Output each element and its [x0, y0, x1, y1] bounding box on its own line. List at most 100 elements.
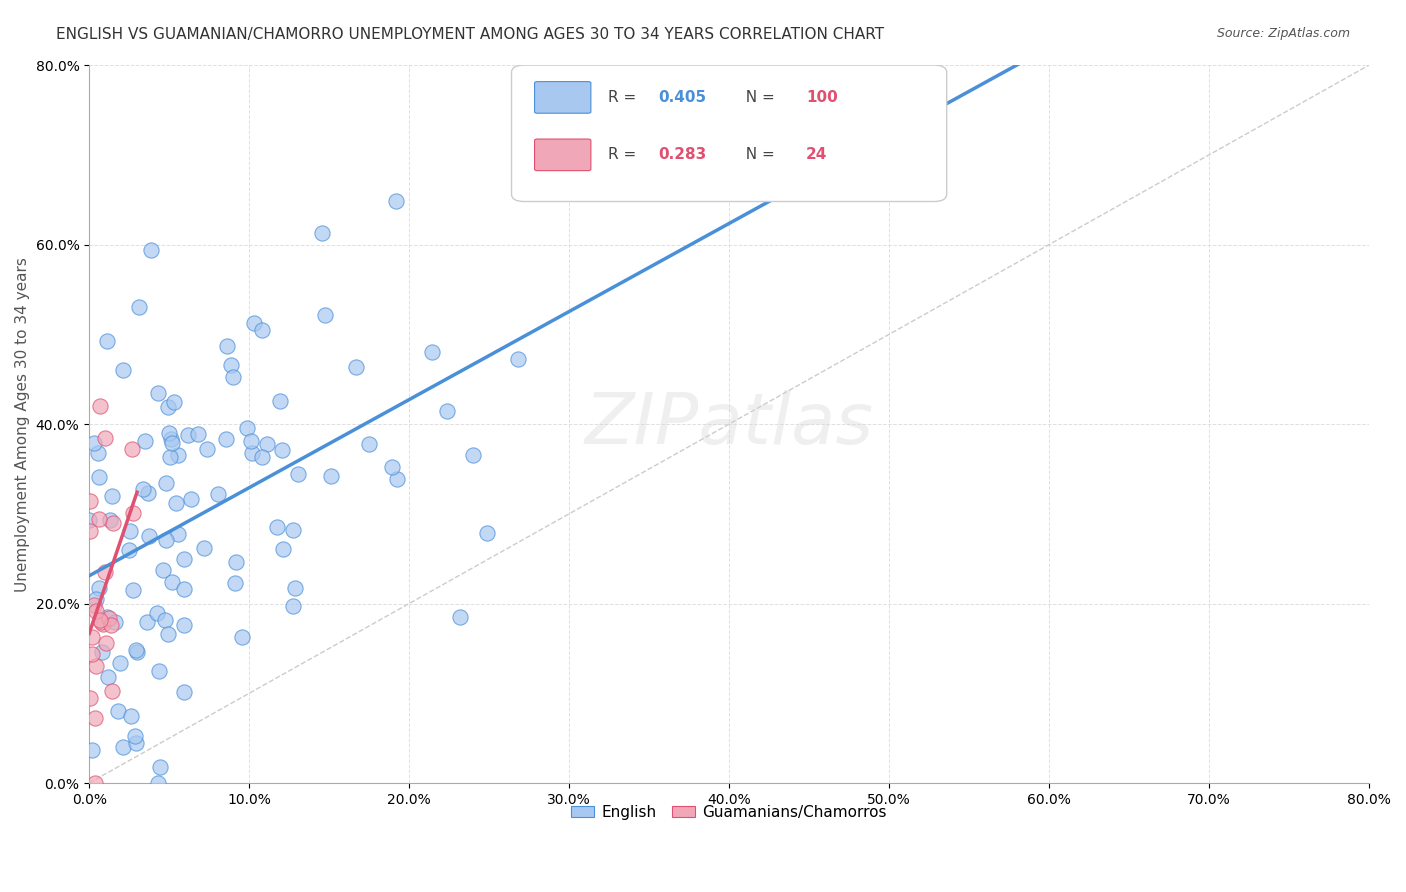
English — [136, 615, 159, 629]
English — [97, 670, 120, 684]
English — [132, 483, 155, 497]
English — [128, 300, 150, 314]
Guamanians/Chamorros — [98, 611, 121, 625]
Text: N =: N = — [735, 90, 779, 105]
English — [385, 194, 408, 208]
English — [287, 467, 309, 481]
English — [112, 739, 135, 754]
Guamanians/Chamorros — [96, 636, 118, 650]
English — [187, 427, 209, 442]
Legend: English, Guamanians/Chamorros: English, Guamanians/Chamorros — [565, 798, 893, 826]
English — [357, 437, 380, 451]
Guamanians/Chamorros — [101, 683, 124, 698]
English — [87, 446, 110, 460]
English — [508, 351, 530, 366]
English — [160, 436, 183, 450]
English — [82, 743, 104, 757]
Text: R =: R = — [607, 147, 641, 162]
English — [281, 523, 304, 537]
English — [163, 394, 186, 409]
English — [155, 613, 177, 627]
Guamanians/Chamorros — [90, 615, 112, 629]
English — [193, 541, 215, 555]
Guamanians/Chamorros — [89, 512, 111, 526]
Guamanians/Chamorros — [89, 614, 111, 628]
English — [155, 475, 177, 490]
Text: R =: R = — [607, 90, 641, 105]
English — [157, 626, 180, 640]
English — [177, 427, 200, 442]
English — [222, 369, 245, 384]
Guamanians/Chamorros — [79, 690, 101, 705]
English — [284, 581, 307, 595]
Text: 0.283: 0.283 — [659, 147, 707, 162]
English — [314, 308, 336, 322]
English — [159, 450, 181, 464]
Text: 0.405: 0.405 — [659, 90, 707, 105]
English — [134, 434, 156, 449]
English — [108, 656, 131, 670]
English — [167, 448, 190, 462]
English — [118, 543, 141, 558]
English — [79, 513, 101, 527]
Guamanians/Chamorros — [82, 630, 104, 644]
English — [239, 434, 262, 448]
English — [96, 610, 118, 624]
English — [149, 759, 172, 773]
English — [83, 435, 105, 450]
English — [173, 551, 195, 566]
English — [224, 576, 246, 591]
English — [146, 386, 169, 401]
English — [96, 334, 118, 348]
English — [567, 129, 589, 144]
Guamanians/Chamorros — [84, 711, 107, 725]
English — [146, 607, 169, 621]
Text: N =: N = — [735, 147, 779, 162]
English — [420, 345, 443, 359]
Guamanians/Chamorros — [89, 399, 111, 413]
Guamanians/Chamorros — [121, 442, 143, 456]
English — [219, 358, 242, 372]
English — [125, 736, 148, 750]
English — [461, 448, 484, 462]
FancyBboxPatch shape — [534, 81, 591, 113]
Guamanians/Chamorros — [121, 506, 143, 520]
Text: 100: 100 — [806, 90, 838, 105]
English — [180, 491, 202, 506]
English — [252, 323, 274, 337]
FancyBboxPatch shape — [512, 65, 946, 202]
Text: ZIPatlas: ZIPatlas — [585, 390, 873, 458]
Guamanians/Chamorros — [93, 431, 115, 445]
Guamanians/Chamorros — [94, 565, 117, 579]
Text: ENGLISH VS GUAMANIAN/CHAMORRO UNEMPLOYMENT AMONG AGES 30 TO 34 YEARS CORRELATION: ENGLISH VS GUAMANIAN/CHAMORRO UNEMPLOYME… — [56, 27, 884, 42]
English — [125, 642, 148, 657]
English — [436, 404, 458, 418]
Guamanians/Chamorros — [79, 493, 101, 508]
Guamanians/Chamorros — [79, 524, 101, 538]
English — [242, 316, 264, 330]
English — [111, 363, 134, 377]
English — [89, 581, 111, 595]
English — [319, 468, 342, 483]
English — [165, 496, 187, 510]
English — [156, 400, 179, 414]
Guamanians/Chamorros — [101, 516, 124, 531]
Guamanians/Chamorros — [80, 647, 103, 661]
English — [101, 489, 124, 503]
English — [344, 360, 367, 375]
English — [450, 609, 472, 624]
English — [173, 618, 195, 632]
English — [231, 630, 253, 644]
English — [266, 520, 288, 534]
English — [173, 685, 195, 699]
English — [98, 513, 121, 527]
Text: R =: R = — [588, 97, 620, 112]
English — [215, 432, 238, 446]
Text: 24: 24 — [806, 147, 827, 162]
English — [87, 470, 110, 484]
Text: Source: ZipAtlas.com: Source: ZipAtlas.com — [1216, 27, 1350, 40]
Text: R =: R = — [588, 97, 620, 112]
Guamanians/Chamorros — [84, 604, 107, 618]
English — [107, 704, 129, 718]
English — [121, 583, 143, 598]
